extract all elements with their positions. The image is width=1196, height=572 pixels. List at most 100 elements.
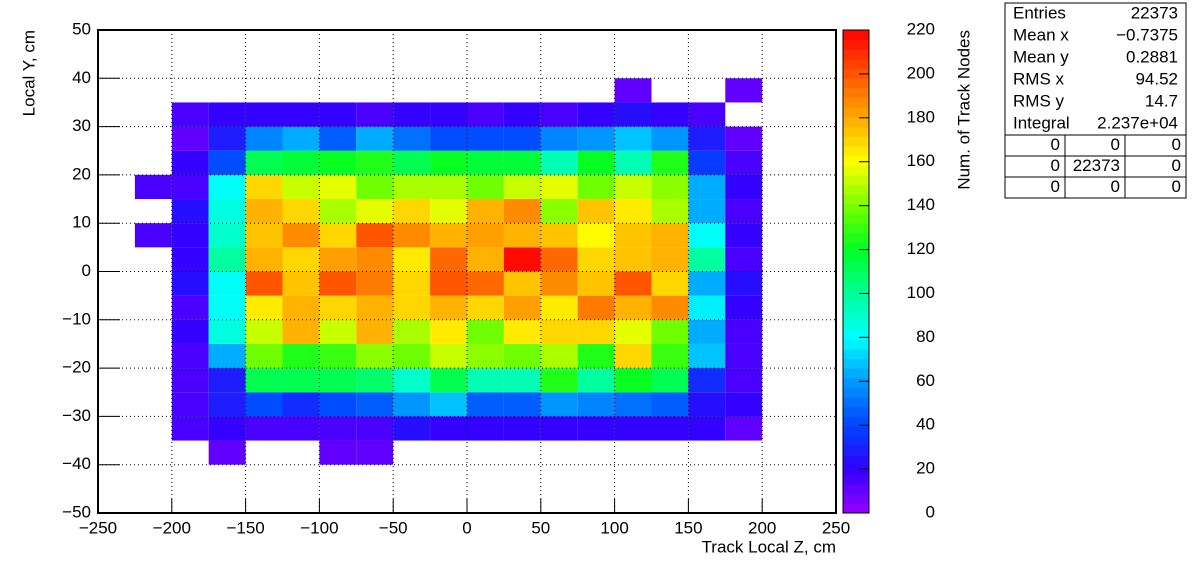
heatmap-cell xyxy=(319,343,357,369)
heatmap-cell xyxy=(651,126,689,151)
colorbar-band xyxy=(843,358,869,369)
heatmap-cell xyxy=(688,102,726,127)
heatmap-cell xyxy=(319,247,357,272)
heatmap-cell xyxy=(503,416,541,441)
colorbar-band xyxy=(843,290,869,301)
heatmap-cell xyxy=(208,271,246,296)
heatmap-cell xyxy=(393,126,431,151)
heatmap-cell xyxy=(171,368,209,393)
heatmap-cell xyxy=(208,368,246,393)
heatmap-cell xyxy=(503,102,541,127)
heatmap-cell xyxy=(319,223,357,248)
colorbar-band xyxy=(843,87,869,99)
heatmap-cell xyxy=(614,319,652,344)
heatmap-cell xyxy=(282,150,320,175)
colorbar-band xyxy=(843,165,869,176)
y-axis-title: Local Y, cm xyxy=(19,30,38,116)
heatmap-cell xyxy=(688,271,726,296)
heatmap-cell xyxy=(467,295,504,320)
colorbar-band xyxy=(843,493,869,504)
heatmap-cell xyxy=(430,126,467,151)
heatmap-cell xyxy=(725,150,763,175)
y-tick-label: −50 xyxy=(62,502,91,521)
heatmap-cell xyxy=(171,150,209,175)
heatmap-cell xyxy=(577,174,615,200)
y-tick-label: 30 xyxy=(72,116,91,135)
x-tick-label: −50 xyxy=(379,518,408,537)
heatmap-cell xyxy=(614,343,652,369)
heatmap-cell xyxy=(651,295,689,320)
heatmap-cell xyxy=(651,150,689,175)
heatmap-cell xyxy=(577,271,615,296)
heatmap-cell xyxy=(725,199,763,224)
colorbar-band xyxy=(843,184,869,195)
heatmap-cell xyxy=(688,223,726,248)
heatmap-cell xyxy=(430,271,467,296)
colorbar-band xyxy=(843,281,869,292)
heatmap-cell xyxy=(577,247,615,272)
heatmap-cell xyxy=(688,199,726,224)
heatmap-cell xyxy=(503,392,541,417)
stats-box xyxy=(1004,2,1187,199)
heatmap-cell xyxy=(356,295,394,320)
heatmap-cell xyxy=(577,150,615,175)
heatmap-cell xyxy=(688,416,726,441)
heatmap-cell xyxy=(319,319,357,344)
heatmap-cell xyxy=(171,416,209,441)
heatmap-cell xyxy=(651,416,689,441)
heatmap-cell xyxy=(503,247,541,272)
heatmap-cell xyxy=(467,150,504,175)
heatmap-cell xyxy=(725,319,763,344)
y-tick-label: −10 xyxy=(62,309,91,328)
heatmap-cell xyxy=(430,199,467,224)
heatmap-cell xyxy=(577,416,615,441)
heatmap-cell xyxy=(171,199,209,224)
heatmap-cell xyxy=(503,199,541,224)
heatmap-cell xyxy=(651,392,689,417)
heatmap-cell xyxy=(540,392,578,417)
heatmap-cell xyxy=(430,319,467,344)
heatmap-cell xyxy=(430,368,467,393)
heatmap-cell xyxy=(577,368,615,393)
heatmap-cell xyxy=(467,319,504,344)
heatmap-cell xyxy=(319,150,357,175)
colorbar-band xyxy=(843,97,869,108)
heatmap-cell xyxy=(430,247,467,272)
heatmap-cell xyxy=(245,392,283,417)
heatmap-cell xyxy=(393,392,431,417)
x-tick-label: 200 xyxy=(748,518,776,537)
heatmap-cell xyxy=(171,102,209,127)
plot-frame xyxy=(97,29,837,514)
heatmap-cell xyxy=(614,102,652,127)
heatmap-cell xyxy=(393,174,431,200)
heatmap-cell xyxy=(540,271,578,296)
colorbar-band xyxy=(843,174,869,186)
heatmap-cell xyxy=(540,343,578,369)
heatmap-cell xyxy=(208,319,246,344)
heatmap-cell xyxy=(319,368,357,393)
colorbar-band xyxy=(843,68,869,79)
x-tick-label: −150 xyxy=(226,518,264,537)
heatmap-cell xyxy=(503,223,541,248)
colorbar-band xyxy=(843,39,869,50)
z-tick-label: 120 xyxy=(907,239,935,258)
heatmap-cell xyxy=(393,199,431,224)
heatmap-cell xyxy=(356,247,394,272)
heatmap-cell xyxy=(245,295,283,320)
heatmap-cell xyxy=(688,319,726,344)
heatmap-cell xyxy=(208,247,246,272)
colorbar-band xyxy=(843,445,869,456)
colorbar-band xyxy=(843,377,869,388)
stats-cell: 0 xyxy=(1172,135,1181,154)
heatmap-cell xyxy=(467,392,504,417)
heatmap-cell xyxy=(282,199,320,224)
heatmap-cell xyxy=(282,102,320,127)
heatmap-cell xyxy=(467,368,504,393)
heatmap-cell xyxy=(171,247,209,272)
heatmap-cell xyxy=(651,319,689,344)
heatmap-cell xyxy=(688,368,726,393)
colorbar-band xyxy=(843,223,869,234)
stats-label: Integral xyxy=(1013,113,1070,132)
heatmap-cell xyxy=(393,150,431,175)
